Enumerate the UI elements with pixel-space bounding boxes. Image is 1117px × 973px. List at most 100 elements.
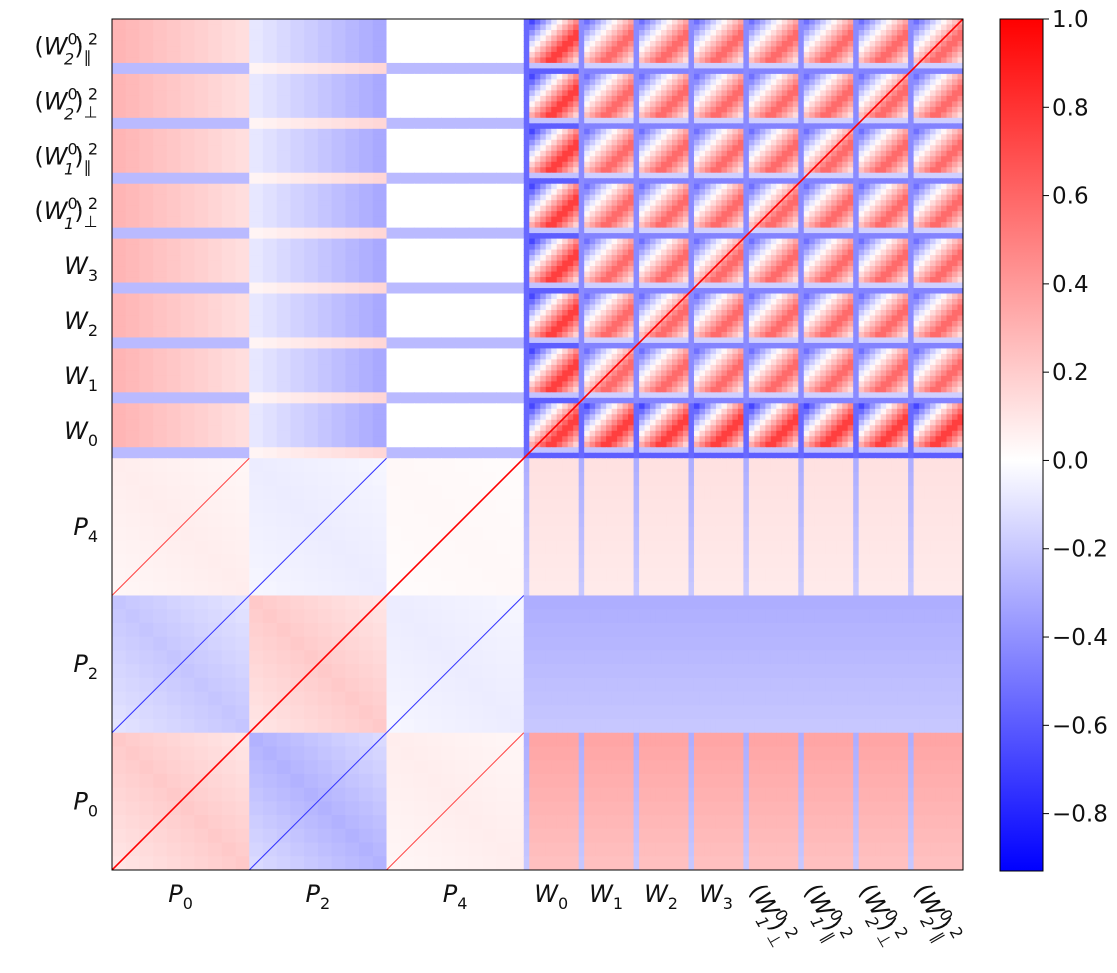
heatmap-cell [194, 156, 208, 162]
heatmap-cell [831, 74, 837, 80]
heatmap-cell [749, 123, 755, 129]
heatmap-cell [601, 266, 607, 272]
heatmap-cell [776, 167, 782, 173]
heatmap-cell [345, 178, 359, 184]
heatmap-cell [848, 206, 854, 212]
heatmap-cell [897, 211, 903, 217]
heatmap-cell [683, 112, 689, 118]
heatmap-cell [875, 173, 881, 179]
heatmap-cell [126, 217, 140, 223]
heatmap-cell [782, 79, 788, 85]
heatmap-cell [551, 129, 557, 135]
heatmap-cell [496, 118, 510, 124]
heatmap-cell [760, 30, 766, 36]
heatmap-cell [483, 162, 497, 168]
heatmap-cell [290, 178, 304, 184]
block-W1perp-W1 [579, 184, 635, 239]
heatmap-cell [345, 24, 359, 30]
heatmap-cell [546, 112, 552, 118]
heatmap-cell [496, 46, 510, 52]
heatmap-cell [387, 30, 401, 36]
heatmap-cell [579, 79, 585, 85]
heatmap-cell [455, 63, 469, 69]
heatmap-cell [535, 96, 541, 102]
block-W1perp-W2perp [853, 184, 909, 239]
heatmap-cell [601, 118, 607, 124]
heatmap-cell [732, 46, 738, 52]
heatmap-cell [318, 41, 332, 47]
heatmap-cell [551, 35, 557, 41]
heatmap-cell [678, 41, 684, 47]
heatmap-cell [798, 68, 804, 74]
heatmap-cell [181, 156, 195, 162]
heatmap-cell [892, 101, 898, 107]
heatmap-cell [661, 261, 667, 267]
heatmap-cell [897, 178, 903, 184]
heatmap-cell [776, 41, 782, 47]
heatmap-cell [400, 195, 414, 201]
heatmap-cell [373, 184, 387, 190]
heatmap-cell [139, 250, 153, 256]
heatmap-cell [469, 288, 483, 294]
heatmap-cell [634, 167, 640, 173]
heatmap-cell [716, 129, 722, 135]
heatmap-cell [579, 233, 585, 239]
heatmap-cell [601, 134, 607, 140]
heatmap-cell [573, 19, 579, 25]
heatmap-cell [568, 41, 574, 47]
heatmap-cell [263, 140, 277, 146]
heatmap-cell [628, 46, 634, 52]
heatmap-cell [557, 250, 563, 256]
heatmap-cell [826, 63, 832, 69]
heatmap-cell [263, 266, 277, 272]
heatmap-cell [886, 96, 892, 102]
heatmap-cell [568, 228, 574, 234]
heatmap-cell [925, 200, 931, 206]
heatmap-cell [126, 79, 140, 85]
heatmap-cell [837, 206, 843, 212]
heatmap-cell [181, 134, 195, 140]
heatmap-cell [776, 145, 782, 151]
heatmap-cell [153, 178, 167, 184]
heatmap-cell [628, 118, 634, 124]
heatmap-cell [749, 35, 755, 41]
heatmap-cell [290, 206, 304, 212]
heatmap-cell [678, 228, 684, 234]
heatmap-cell [886, 184, 892, 190]
heatmap-cell [656, 206, 662, 212]
heatmap-cell [721, 85, 727, 91]
heatmap-cell [112, 145, 126, 151]
heatmap-cell [639, 123, 645, 129]
heatmap-cell [249, 145, 263, 151]
heatmap-cell [568, 167, 574, 173]
heatmap-cell [510, 101, 524, 107]
heatmap-cell [617, 189, 623, 195]
heatmap-cell [853, 184, 859, 190]
heatmap-cell [540, 206, 546, 212]
heatmap-cell [194, 178, 208, 184]
heatmap-cell [373, 90, 387, 96]
heatmap-cell [595, 107, 601, 113]
heatmap-cell [754, 200, 760, 206]
heatmap-cell [721, 118, 727, 124]
heatmap-cell [765, 85, 771, 91]
heatmap-cell [208, 74, 222, 80]
heatmap-cell [721, 189, 727, 195]
heatmap-cell [387, 90, 401, 96]
heatmap-cell [540, 239, 546, 245]
heatmap-cell [738, 79, 744, 85]
heatmap-cell [529, 118, 535, 124]
heatmap-cell [936, 112, 942, 118]
heatmap-cell [455, 261, 469, 267]
heatmap-cell [683, 74, 689, 80]
heatmap-cell [208, 222, 222, 228]
heatmap-cell [153, 19, 167, 25]
heatmap-cell [139, 107, 153, 113]
heatmap-cell [290, 195, 304, 201]
heatmap-cell [359, 74, 373, 80]
heatmap-cell [798, 57, 804, 63]
heatmap-cell [941, 85, 947, 91]
heatmap-cell [112, 85, 126, 91]
heatmap-cell [290, 162, 304, 168]
heatmap-cell [483, 41, 497, 47]
